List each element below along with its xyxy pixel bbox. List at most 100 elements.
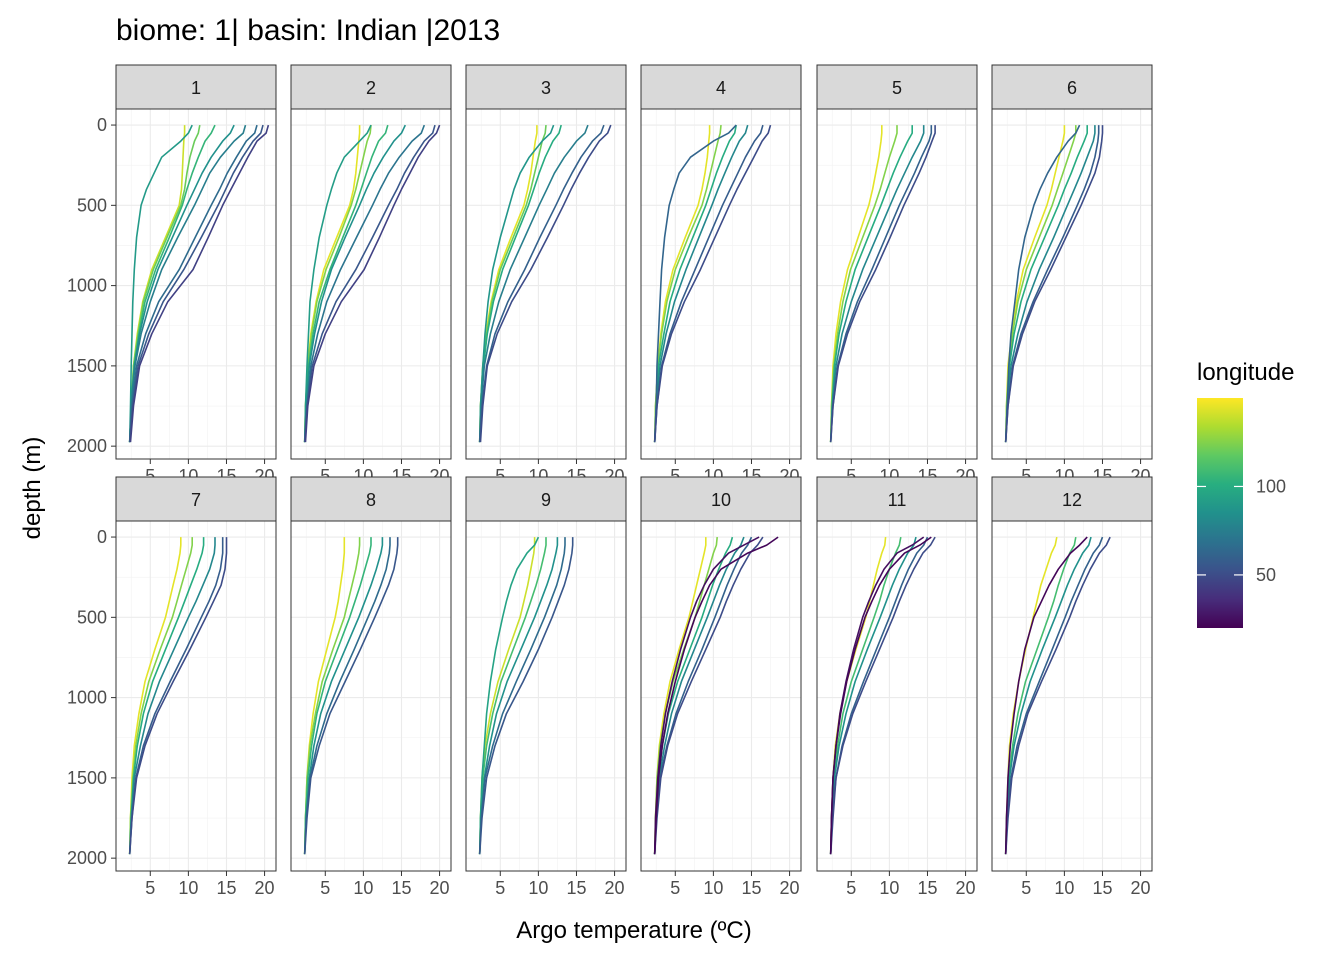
x-tick-label: 20 xyxy=(255,878,275,898)
x-tick-label: 5 xyxy=(1021,466,1031,486)
panel-background xyxy=(992,109,1152,459)
profile-line xyxy=(1004,536,1092,855)
facet-strip-label: 9 xyxy=(541,490,551,510)
facet-strip xyxy=(640,64,802,110)
profile-line xyxy=(478,537,566,855)
x-tick-label: 10 xyxy=(353,878,373,898)
profile-line xyxy=(128,537,193,855)
facet-strip-label: 3 xyxy=(541,78,551,98)
x-tick-label: 10 xyxy=(703,878,723,898)
x-tick-label: 20 xyxy=(605,878,625,898)
profile-line xyxy=(128,124,264,443)
profile-line xyxy=(303,124,426,443)
profile-line xyxy=(829,125,914,443)
panel-border xyxy=(290,108,452,460)
profile-line xyxy=(653,125,722,443)
panel-background xyxy=(641,521,801,871)
x-axis-title: Argo temperature (ºC) xyxy=(516,917,752,944)
x-tick-label: 15 xyxy=(741,878,761,898)
profile-line xyxy=(478,124,562,443)
y-tick-label: 1500 xyxy=(67,356,107,376)
facet-strip xyxy=(115,476,277,522)
facet-strip xyxy=(816,476,978,522)
profile-line xyxy=(129,124,270,443)
profile-line xyxy=(1004,124,1081,443)
x-tick-label: 15 xyxy=(566,878,586,898)
panel-background xyxy=(291,109,451,459)
legend-tick-label: 50 xyxy=(1256,565,1276,585)
facet-strip-label: 1 xyxy=(191,78,201,98)
x-tick-label: 5 xyxy=(320,878,330,898)
y-tick-label: 500 xyxy=(77,607,107,627)
profile-line xyxy=(1004,125,1100,443)
facet-strip-label: 5 xyxy=(892,78,902,98)
profile-line xyxy=(128,537,216,855)
panel-background xyxy=(116,109,276,459)
x-tick-label: 5 xyxy=(846,878,856,898)
x-tick-label: 15 xyxy=(917,878,937,898)
y-axis-title: depth (m) xyxy=(19,437,46,540)
y-tick-label: 2000 xyxy=(67,848,107,868)
profile-line xyxy=(653,124,764,443)
panel-background xyxy=(466,109,626,459)
profile-line xyxy=(303,124,389,443)
profile-line xyxy=(303,537,372,855)
x-tick-label: 5 xyxy=(670,466,680,486)
profile-line xyxy=(303,537,399,855)
x-tick-label: 20 xyxy=(1131,878,1151,898)
panel-border xyxy=(640,520,802,872)
legend-title: longitude xyxy=(1197,359,1294,386)
panel-background xyxy=(291,521,451,871)
legend-ticks: 50 100 xyxy=(1197,476,1286,585)
y-tick-label: 500 xyxy=(77,195,107,215)
profile-line xyxy=(653,124,737,443)
profile-line xyxy=(653,536,764,855)
profile-line xyxy=(128,124,235,443)
facet-panel-6: 65 10 15 20 xyxy=(991,64,1153,486)
facet-panel-10: 10 5 10 15 20 xyxy=(640,476,802,898)
profile-line xyxy=(303,124,372,443)
y-tick-label: 0 xyxy=(97,527,107,547)
facet-strip xyxy=(465,64,627,110)
facet-strip xyxy=(991,476,1153,522)
panel-background xyxy=(641,109,801,459)
profile-line xyxy=(128,537,228,855)
facet-strip-label: 7 xyxy=(191,490,201,510)
profile-line xyxy=(128,124,193,443)
profile-line xyxy=(1004,125,1088,443)
facet-panel-3: 35 10 15 20 xyxy=(465,64,627,486)
profile-line xyxy=(478,537,547,855)
profile-line xyxy=(303,124,407,443)
y-tick-label: 2000 xyxy=(67,436,107,456)
profile-line xyxy=(478,124,605,443)
facet-panel-4: 45 10 15 20 xyxy=(640,64,802,486)
facet-panel-7: 7 5 10 15 20 0 500 1000 1500 2000 xyxy=(67,476,277,898)
facet-strip xyxy=(991,64,1153,110)
x-tick-label: 20 xyxy=(430,878,450,898)
profile-line xyxy=(1004,536,1104,855)
profile-line xyxy=(128,124,247,443)
profile-line xyxy=(653,124,749,443)
facet-panel-2: 25 10 15 20 xyxy=(290,64,452,486)
x-tick-label: 15 xyxy=(1092,878,1112,898)
facet-panel-11: 11 5 10 15 20 xyxy=(816,476,978,898)
facet-strip xyxy=(115,64,277,110)
profile-line xyxy=(303,537,361,855)
profile-line xyxy=(829,536,932,855)
profile-line xyxy=(128,537,224,855)
profile-line xyxy=(653,536,779,855)
x-tick-label: 10 xyxy=(879,878,899,898)
x-tick-label: 5 xyxy=(320,466,330,486)
panel-border xyxy=(816,520,978,872)
panel-border xyxy=(465,520,627,872)
profile-line xyxy=(478,124,555,443)
facet-strip-label: 2 xyxy=(366,78,376,98)
panel-border xyxy=(465,108,627,460)
facet-strip-label: 11 xyxy=(888,490,907,510)
panel-border xyxy=(290,520,452,872)
profile-line xyxy=(128,537,182,855)
profile-line xyxy=(304,124,441,443)
y-tick-label: 0 xyxy=(97,115,107,135)
